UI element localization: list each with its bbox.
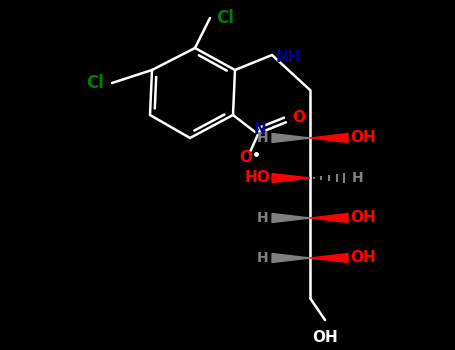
- Text: H: H: [256, 131, 268, 145]
- Text: H: H: [256, 211, 268, 225]
- Text: Cl: Cl: [216, 9, 234, 27]
- Polygon shape: [272, 133, 310, 142]
- Text: H: H: [256, 251, 268, 265]
- Text: OH: OH: [350, 251, 376, 266]
- Text: OH: OH: [312, 330, 338, 345]
- Polygon shape: [310, 133, 348, 142]
- Text: OH: OH: [350, 131, 376, 146]
- Polygon shape: [272, 214, 310, 223]
- Text: O: O: [292, 110, 305, 125]
- Text: Cl: Cl: [86, 74, 104, 92]
- Polygon shape: [310, 214, 348, 223]
- Text: O: O: [239, 150, 253, 166]
- Text: N: N: [253, 122, 266, 138]
- Polygon shape: [272, 174, 310, 182]
- Polygon shape: [272, 253, 310, 262]
- Text: OH: OH: [350, 210, 376, 225]
- Polygon shape: [310, 253, 348, 262]
- Text: H: H: [352, 171, 364, 185]
- Text: HO: HO: [244, 170, 270, 186]
- Text: NH: NH: [276, 50, 302, 65]
